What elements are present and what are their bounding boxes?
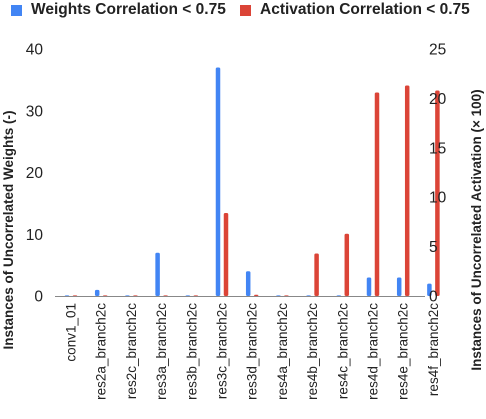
- right-y-tick-label: 25: [429, 42, 446, 59]
- weights-bar-res3b_branch2c: [185, 295, 191, 296]
- right-y-tick-label: 15: [429, 140, 446, 157]
- x-tick-label: res3a_branch2c: [154, 303, 169, 400]
- legend-swatch-weights: [11, 4, 22, 16]
- weights-bar-res2c_branch2c: [125, 295, 130, 296]
- right-y-axis-label: Instances of Uncorrelated Activation (× …: [469, 89, 484, 370]
- legend-item-activation: Activation Correlation < 0.75: [240, 0, 470, 20]
- activation-bar-res2a_branch2c: [102, 295, 108, 296]
- x-tick-label: res3c_branch2c: [215, 303, 230, 399]
- right-y-tick-label: 5: [429, 239, 438, 256]
- left-y-axis-ticks: 0 10 20 30 40: [26, 42, 44, 306]
- legend-label-weights: Weights Correlation < 0.75: [31, 1, 226, 18]
- weights-bar-res4e_branch2c: [396, 277, 402, 296]
- activation-bar-res3b_branch2c: [193, 295, 199, 296]
- x-tick-label: res4c_branch2c: [335, 303, 350, 399]
- right-y-tick-label: 10: [429, 190, 447, 207]
- activation-bar-conv1_01: [72, 295, 78, 296]
- activation-bar-res4a_branch2c: [284, 295, 289, 296]
- x-tick-label: res3d_branch2c: [245, 303, 260, 400]
- activation-bar-res3a_branch2c: [163, 295, 168, 296]
- activation-bar-res2c_branch2c: [133, 295, 138, 296]
- bars-layer: [64, 67, 440, 297]
- weights-bar-res4c_branch2c: [336, 295, 342, 296]
- weights-bar-res4f_branch2c: [427, 283, 432, 296]
- left-y-tick-label: 30: [26, 103, 44, 120]
- x-tick-label: res4e_branch2c: [396, 303, 411, 400]
- left-y-tick-label: 20: [26, 165, 44, 182]
- weights-bar-res3d_branch2c: [245, 271, 251, 296]
- weights-bar-res3a_branch2c: [155, 252, 160, 296]
- activation-bar-res3c_branch2c: [223, 213, 229, 296]
- activation-bar-res4b_branch2c: [314, 253, 319, 296]
- activation-bar-res4c_branch2c: [344, 233, 350, 296]
- x-tick-label: res4f_branch2c: [426, 303, 441, 396]
- left-y-tick-label: 10: [26, 227, 44, 244]
- legend: Weights Correlation < 0.75 Activation Co…: [0, 0, 486, 22]
- weights-bar-res2a_branch2c: [94, 289, 100, 296]
- weights-bar-res4d_branch2c: [366, 277, 372, 296]
- right-y-tick-label: 20: [429, 91, 447, 108]
- left-y-axis-label: Instances of Uncorrelated Weights (-): [1, 110, 16, 349]
- x-tick-label: res4b_branch2c: [305, 303, 320, 400]
- weights-bar-res4a_branch2c: [276, 295, 281, 296]
- x-tick-label: conv1_01: [64, 303, 79, 362]
- right-y-tick-label: 0: [429, 289, 438, 306]
- legend-swatch-activation: [240, 4, 251, 16]
- x-tick-label: res4a_branch2c: [275, 303, 290, 400]
- weights-bar-conv1_01: [64, 295, 70, 296]
- activation-bar-res3d_branch2c: [253, 294, 259, 296]
- left-y-tick-label: 40: [26, 42, 44, 59]
- x-tick-label: res2a_branch2c: [94, 303, 109, 400]
- legend-label-activation: Activation Correlation < 0.75: [260, 1, 470, 18]
- right-y-axis-ticks: 0 5 10 15 20 25: [429, 42, 447, 306]
- activation-bar-res4d_branch2c: [374, 92, 380, 296]
- legend-item-weights: Weights Correlation < 0.75: [11, 0, 226, 20]
- x-tick-label: res3b_branch2c: [184, 303, 199, 400]
- weights-bar-res4b_branch2c: [306, 295, 311, 296]
- x-axis-ticks: conv1_01 res2a_branch2c res2c_branch2c res3…: [64, 303, 441, 400]
- weights-bar-res3c_branch2c: [215, 67, 221, 297]
- left-y-tick-label: 0: [34, 289, 43, 306]
- x-tick-label: res4d_branch2c: [366, 303, 381, 400]
- activation-bar-res4f_branch2c: [435, 90, 440, 296]
- x-tick-label: res2c_branch2c: [124, 303, 139, 399]
- activation-bar-res4e_branch2c: [404, 85, 410, 296]
